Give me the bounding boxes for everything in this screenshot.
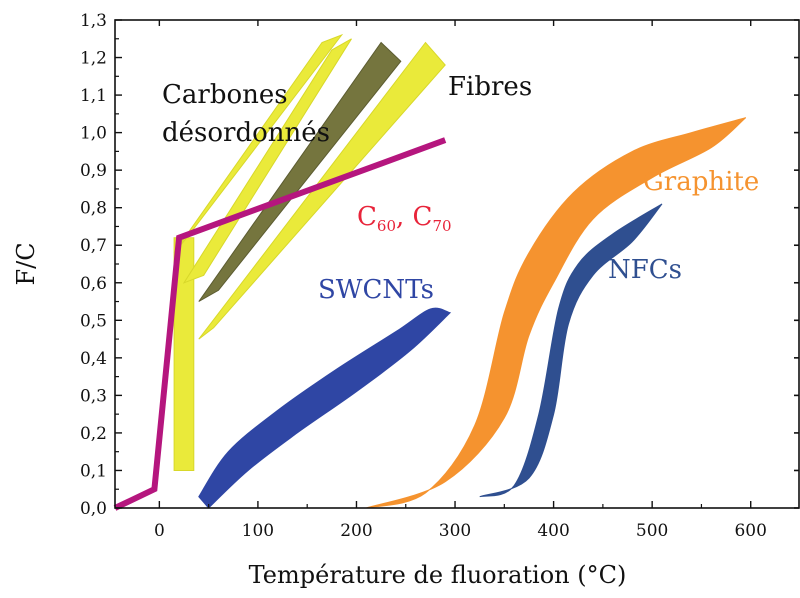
x-tick-label: 0	[154, 521, 165, 541]
y-tick-label: 0,9	[80, 161, 107, 181]
label-c60-base: C	[357, 202, 377, 232]
y-tick-label: 0,3	[80, 386, 107, 406]
x-tick-label: 400	[537, 521, 569, 541]
label-c60-c70: C60, C70	[357, 202, 452, 235]
y-tick-label: 0,7	[80, 236, 107, 256]
y-tick-label: 0,4	[80, 349, 107, 369]
x-tick-label: 200	[340, 521, 372, 541]
plot-area	[113, 33, 747, 511]
c60-c70-line	[113, 137, 447, 511]
x-tick-label: 100	[242, 521, 274, 541]
label-nfcs: NFCs	[608, 255, 682, 285]
x-axis-title: Température de fluoration (°C)	[249, 561, 627, 589]
label-c60-sub: 60	[377, 217, 396, 235]
y-tick-label: 0,8	[80, 199, 107, 219]
label-carbones-line1: Carbones	[162, 80, 288, 110]
axes: 0,0 0,1 0,2 0,3 0,4 0,5 0,6 0,7 0,8 0,9 1,0 1,1 1,2 1…	[12, 11, 800, 589]
y-tick-label: 0,0	[80, 499, 107, 519]
fibres-wedge-dark	[198, 41, 402, 302]
label-graphite: Graphite	[643, 167, 759, 197]
carbones-wedge-3	[182, 38, 352, 284]
label-c70-sub: 70	[432, 217, 451, 235]
label-fibres: Fibres	[448, 72, 532, 102]
x-tick-label: 500	[636, 521, 668, 541]
y-tick-label: 1,1	[80, 86, 107, 106]
annotations: Carbones désordonnés Fibres C60, C70 Gra…	[162, 72, 759, 305]
label-carbones-line2: désordonnés	[162, 118, 330, 148]
y-tick-label: 0,2	[80, 424, 107, 444]
fibres-wedge-yellow	[198, 41, 446, 340]
nfcs-band	[479, 203, 663, 498]
y-tick-label: 1,2	[80, 49, 107, 69]
y-axis-title: F/C	[12, 242, 40, 285]
y-tick-label: 0,5	[80, 311, 107, 331]
label-c70-base: , C	[396, 202, 432, 232]
y-tick-label: 0,1	[80, 461, 107, 481]
x-tick-label: 300	[439, 521, 471, 541]
y-tick-label: 1,3	[80, 11, 107, 31]
y-tick-label: 0,6	[80, 274, 107, 294]
y-tick-label: 1,0	[80, 124, 107, 144]
carbones-wedge-2	[173, 33, 344, 254]
x-tick-label: 600	[734, 521, 766, 541]
label-swcnts: SWCNTs	[318, 275, 434, 305]
graphite-band	[366, 117, 747, 509]
swcnts-band	[198, 307, 452, 509]
